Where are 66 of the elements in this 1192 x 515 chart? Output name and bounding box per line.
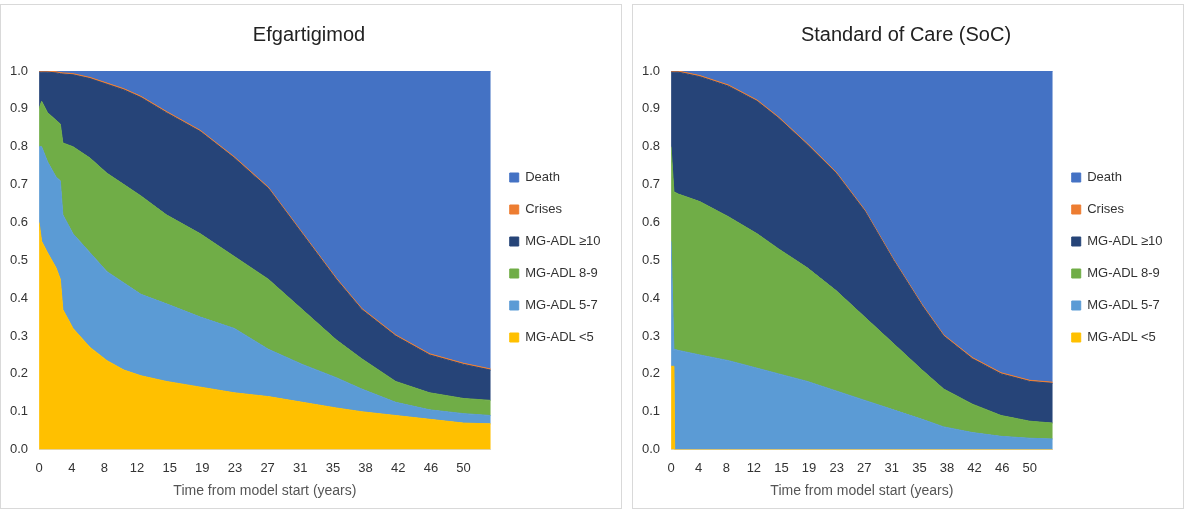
y-tick-label: 0.8: [641, 138, 661, 154]
legend-label: Death: [525, 169, 560, 185]
chart-title: Efgartigimod: [252, 22, 366, 45]
x-axis-title: Time from model start (years): [770, 482, 954, 499]
y-tick-label: 0.8: [9, 138, 29, 154]
x-tick-label: 42: [391, 459, 406, 475]
x-tick-label: 4: [695, 459, 703, 475]
legend-label: MG-ADL ≥10: [525, 233, 601, 249]
legend-label: MG-ADL 5-7: [1087, 297, 1160, 313]
x-tick-label: 46: [423, 459, 439, 475]
x-tick-label: 27: [260, 459, 275, 475]
x-tick-label: 42: [967, 459, 982, 475]
x-tick-label: 15: [774, 459, 789, 475]
y-tick-label: 0.9: [9, 100, 29, 116]
x-tick-label: 23: [227, 459, 243, 475]
legend-label: MG-ADL 5-7: [525, 297, 598, 313]
x-tick-label: 0: [35, 459, 43, 475]
y-tick-label: 0.9: [641, 100, 661, 116]
y-tick-label: 0.2: [641, 365, 661, 381]
x-tick-label: 19: [801, 459, 817, 475]
x-tick-label: 12: [129, 459, 145, 475]
y-tick-label: 0.6: [9, 214, 29, 230]
x-tick-label: 12: [746, 459, 762, 475]
y-tick-label: 0.5: [641, 251, 661, 267]
x-tick-label: 0: [667, 459, 675, 475]
y-tick-label: 0.0: [9, 441, 29, 457]
legend-label: MG-ADL 8-9: [525, 265, 598, 281]
x-tick-label: 38: [358, 459, 373, 475]
x-tick-label: 4: [68, 459, 76, 475]
legend-label: Crises: [525, 201, 563, 217]
x-tick-label: 19: [195, 459, 210, 475]
y-tick-label: 0.0: [641, 441, 661, 457]
y-tick-label: 0.4: [9, 289, 29, 305]
legend-label: MG-ADL <5: [525, 329, 594, 345]
legend-label: Crises: [1087, 201, 1125, 217]
x-tick-label: 27: [856, 459, 872, 475]
x-tick-label: 46: [994, 459, 1010, 475]
chart-title: Standard of Care (SoC): [800, 22, 1012, 45]
x-tick-label: 8: [100, 459, 108, 475]
y-tick-label: 0.3: [641, 327, 661, 343]
legend-label: MG-ADL <5: [1087, 329, 1156, 345]
x-tick-label: 35: [325, 459, 341, 475]
y-tick-label: 1.0: [641, 62, 661, 78]
y-tick-label: 0.2: [9, 365, 29, 381]
y-tick-label: 1.0: [9, 62, 29, 78]
x-axis-title: Time from model start (years): [173, 482, 357, 499]
x-tick-label: 15: [162, 459, 177, 475]
x-tick-label: 31: [293, 459, 308, 475]
y-tick-label: 0.4: [641, 289, 661, 305]
y-tick-label: 0.7: [641, 176, 661, 192]
y-tick-label: 0.1: [9, 403, 29, 419]
y-tick-label: 0.1: [641, 403, 661, 419]
y-tick-label: 0.3: [9, 327, 29, 343]
x-tick-label: 35: [912, 459, 927, 475]
x-tick-label: 50: [1022, 459, 1038, 475]
x-tick-label: 31: [884, 459, 900, 475]
legend-label: Death: [1087, 169, 1122, 185]
x-tick-label: 38: [939, 459, 955, 475]
x-tick-label: 50: [456, 459, 471, 475]
legend-label: MG-ADL ≥10: [1087, 233, 1163, 249]
y-tick-label: 0.6: [641, 214, 661, 230]
y-tick-label: 0.7: [9, 176, 29, 192]
legend-label: MG-ADL 8-9: [1087, 265, 1160, 281]
x-tick-label: 8: [722, 459, 730, 475]
y-tick-label: 0.5: [9, 251, 29, 267]
x-tick-label: 23: [829, 459, 844, 475]
